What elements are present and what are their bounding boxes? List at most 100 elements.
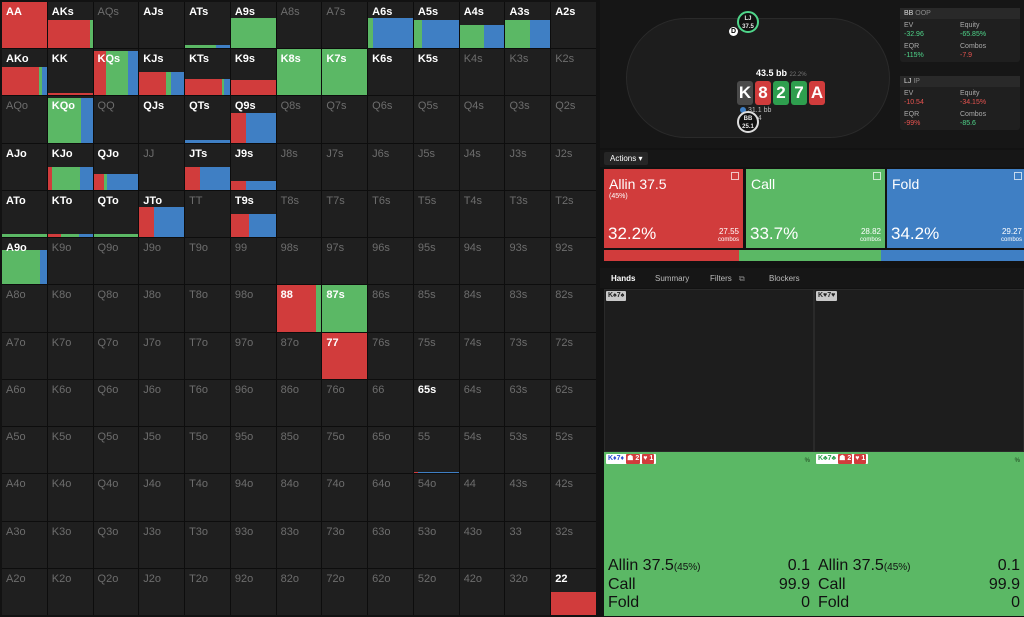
range-cell[interactable]: K5s <box>413 49 459 96</box>
range-cell[interactable]: 64s <box>459 379 505 427</box>
range-cell[interactable]: 74s <box>459 332 505 379</box>
range-cell[interactable]: A8s <box>276 2 322 49</box>
range-cell[interactable]: 76s <box>368 332 413 379</box>
tab-summary[interactable]: Summary <box>655 274 690 283</box>
range-cell[interactable]: 97s <box>322 238 368 285</box>
range-cell[interactable]: 73o <box>322 521 368 568</box>
range-cell[interactable]: 44 <box>459 474 505 521</box>
range-cell[interactable]: A9o <box>2 238 47 285</box>
range-cell[interactable]: 83s <box>505 285 551 332</box>
range-cell[interactable]: JTo <box>139 190 185 238</box>
range-cell[interactable]: 42s <box>551 474 596 521</box>
range-cell[interactable]: A5o <box>2 427 47 474</box>
range-cell[interactable]: AKs <box>47 2 93 49</box>
range-cell[interactable]: 55 <box>413 427 459 474</box>
range-cell[interactable]: T8o <box>185 285 230 332</box>
range-cell[interactable]: 74o <box>322 474 368 521</box>
range-cell[interactable]: 33 <box>505 521 551 568</box>
range-cell[interactable]: T6s <box>368 190 413 238</box>
range-cell[interactable]: ATs <box>185 2 230 49</box>
range-cell[interactable]: Q7s <box>322 96 368 143</box>
range-cell[interactable]: 86s <box>368 285 413 332</box>
range-cell[interactable]: 97o <box>230 332 276 379</box>
range-cell[interactable]: 95o <box>230 427 276 474</box>
range-cell[interactable]: 54s <box>459 427 505 474</box>
range-cell[interactable]: QJo <box>93 143 139 190</box>
range-cell[interactable]: 22 <box>551 568 596 615</box>
tab-filters[interactable]: Filters <box>710 274 732 283</box>
range-cell[interactable]: Q8o <box>93 285 139 332</box>
range-cell[interactable]: 94s <box>459 238 505 285</box>
range-cell[interactable]: 32s <box>551 521 596 568</box>
range-cell[interactable]: 98o <box>230 285 276 332</box>
range-cell[interactable]: J8s <box>276 143 322 190</box>
range-cell[interactable]: 87o <box>276 332 322 379</box>
range-cell[interactable]: Q3o <box>93 521 139 568</box>
range-cell[interactable]: KTs <box>185 49 230 96</box>
range-cell[interactable]: A5s <box>413 2 459 49</box>
range-cell[interactable]: J5s <box>413 143 459 190</box>
range-cell[interactable]: K4s <box>459 49 505 96</box>
range-cell[interactable]: QQ <box>93 96 139 143</box>
hand-tile-kc7c[interactable]: K♣7♣ ☗ 2 ♥ 1% Allin 37.5(45%) 0.1 Call 99.9 Fol… <box>814 452 1024 616</box>
tab-blockers[interactable]: Blockers <box>769 274 800 283</box>
range-cell[interactable]: K5o <box>47 427 93 474</box>
range-cell[interactable]: Q2o <box>93 568 139 615</box>
range-cell[interactable]: Q6s <box>368 96 413 143</box>
range-cell[interactable]: T9s <box>230 190 276 238</box>
range-cell[interactable]: 62o <box>368 568 413 615</box>
range-cell[interactable]: A6o <box>2 379 47 427</box>
range-cell[interactable]: 84s <box>459 285 505 332</box>
range-cell[interactable]: K6o <box>47 379 93 427</box>
range-cell[interactable]: 82s <box>551 285 596 332</box>
range-cell[interactable]: 72s <box>551 332 596 379</box>
range-cell[interactable]: A3o <box>2 521 47 568</box>
range-cell[interactable]: 32o <box>505 568 551 615</box>
hand-tile-kh7h[interactable]: K♥7♥ <box>814 289 1024 452</box>
range-cell[interactable]: Q3s <box>505 96 551 143</box>
expand-icon[interactable] <box>1014 172 1022 180</box>
range-cell[interactable]: K6s <box>368 49 413 96</box>
range-cell[interactable]: 96o <box>230 379 276 427</box>
range-cell[interactable]: 84o <box>276 474 322 521</box>
range-cell[interactable]: 54o <box>413 474 459 521</box>
range-cell[interactable]: T7s <box>322 190 368 238</box>
hand-tile-ks7s[interactable]: K♠7♠ <box>604 289 814 452</box>
range-cell[interactable]: K9s <box>230 49 276 96</box>
range-cell[interactable]: Q5o <box>93 427 139 474</box>
range-cell[interactable]: K7o <box>47 332 93 379</box>
range-cell[interactable]: 76o <box>322 379 368 427</box>
range-cell[interactable]: 93o <box>230 521 276 568</box>
range-cell[interactable]: JJ <box>139 143 185 190</box>
copy-icon[interactable]: ⧉ <box>739 274 745 283</box>
range-cell[interactable]: A7o <box>2 332 47 379</box>
range-cell[interactable]: JTs <box>185 143 230 190</box>
hand-tile-kd7d[interactable]: K♦7♦ ☗ 2 ♥ 1% Allin 37.5(45%) 0.1 Call 99.9 Fol… <box>604 452 814 616</box>
range-cell[interactable]: A4o <box>2 474 47 521</box>
range-cell[interactable]: TT <box>185 190 230 238</box>
range-cell[interactable]: 75o <box>322 427 368 474</box>
range-cell[interactable]: K3s <box>505 49 551 96</box>
range-cell[interactable]: Q5s <box>413 96 459 143</box>
range-cell[interactable]: T8s <box>276 190 322 238</box>
range-cell[interactable]: A7s <box>322 2 368 49</box>
actions-dropdown[interactable]: Actions ▾ <box>604 152 649 165</box>
range-cell[interactable]: 52o <box>413 568 459 615</box>
range-cell[interactable]: 52s <box>551 427 596 474</box>
range-cell[interactable]: A8o <box>2 285 47 332</box>
range-cell[interactable]: QTo <box>93 190 139 238</box>
range-cell[interactable]: J4s <box>459 143 505 190</box>
range-cell[interactable]: 43s <box>505 474 551 521</box>
range-cell[interactable]: T9o <box>185 238 230 285</box>
range-cell[interactable]: J3s <box>505 143 551 190</box>
range-cell[interactable]: 88 <box>276 285 322 332</box>
range-cell[interactable]: 62s <box>551 379 596 427</box>
range-cell[interactable]: AQo <box>2 96 47 143</box>
range-cell[interactable]: Q2s <box>551 96 596 143</box>
range-cell[interactable]: A4s <box>459 2 505 49</box>
range-cell[interactable]: K7s <box>322 49 368 96</box>
range-cell[interactable]: J2o <box>139 568 185 615</box>
tab-hands[interactable]: Hands <box>611 274 636 283</box>
expand-icon[interactable] <box>731 172 739 180</box>
range-cell[interactable]: A9s <box>230 2 276 49</box>
